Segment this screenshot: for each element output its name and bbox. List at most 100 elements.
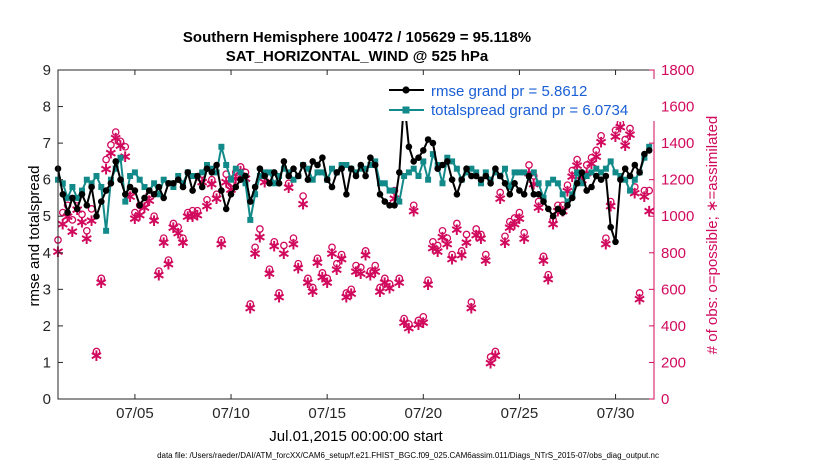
totalspread-point (69, 184, 76, 190)
obs-assimilated-marker: ∗ (632, 290, 646, 310)
totalspread-point (285, 169, 292, 176)
obs-assimilated-marker: ∗ (80, 229, 94, 249)
obs-assimilated-marker: ∗ (282, 178, 296, 198)
rmse-point (352, 172, 360, 180)
totalspread-point (516, 169, 523, 176)
obs-assimilated-marker: ∗ (435, 227, 449, 247)
totalspread-point (612, 169, 619, 176)
x-tick-label: 07/25 (501, 405, 539, 422)
rmse-point (424, 136, 432, 143)
y2-tick-label: 1800 (661, 62, 694, 79)
totalspread-point (449, 158, 456, 165)
chart-subtitle: SAT_HORIZONTAL_WIND @ 525 hPa (226, 48, 489, 65)
obs-possible-marker (371, 261, 380, 270)
rmse-point (309, 158, 317, 165)
rmse-point (299, 161, 307, 169)
y-tick-label: 1 (43, 354, 51, 371)
y2-axis-label: # of obs: o=possible; ∗=assimilated (704, 116, 721, 355)
obs-assimilated-marker: ∗ (330, 260, 344, 280)
obs-assimilated-marker: ∗ (358, 246, 372, 266)
obs-assimilated-marker: ∗ (253, 227, 267, 247)
obs-assimilated-marker: ∗ (450, 220, 464, 240)
rmse-point (492, 165, 499, 172)
rmse-point (405, 143, 413, 151)
obs-possible-marker (304, 274, 312, 283)
totalspread-point (627, 187, 633, 194)
obs-possible-marker (169, 219, 178, 228)
totalspread-point (631, 176, 638, 183)
rmse-point (117, 176, 124, 183)
rmse-point (376, 191, 384, 198)
y2-tick-label: 800 (661, 245, 686, 262)
rmse-point (530, 191, 538, 198)
rmse-point (160, 194, 167, 202)
totalspread-point (189, 173, 196, 179)
rmse-point (583, 187, 590, 194)
obs-possible-marker (280, 241, 288, 250)
obs-assimilated-marker: ∗ (445, 249, 459, 269)
rmse-point (386, 202, 393, 209)
obs-possible-marker (107, 141, 115, 149)
obs-possible-marker (621, 135, 630, 144)
obs-assimilated-marker: ∗ (128, 209, 142, 229)
totalspread-point (372, 158, 379, 165)
obs-possible-marker (68, 216, 77, 224)
y-tick-label: 5 (43, 208, 51, 225)
totalspread-point (242, 180, 249, 187)
totalspread-point (492, 169, 499, 176)
obs-assimilated-marker: ∗ (147, 211, 161, 231)
obs-possible-marker (159, 234, 168, 243)
rmse-point (343, 191, 350, 198)
obs-assimilated-marker: ∗ (152, 266, 166, 286)
totalspread-point (237, 169, 244, 176)
rmse-point (174, 176, 182, 183)
obs-possible-marker (376, 283, 384, 292)
rmse-point (444, 158, 451, 165)
obs-possible-marker (212, 190, 221, 199)
totalspread-point (223, 162, 230, 168)
obs-possible-marker (496, 188, 505, 197)
totalspread-point (554, 180, 561, 187)
obs-possible-marker (97, 274, 106, 283)
obs-assimilated-marker: ∗ (99, 160, 113, 180)
rmse-point (131, 187, 139, 194)
obs-possible-marker (481, 250, 490, 259)
totalspread-point (535, 180, 542, 187)
rmse-point (463, 165, 470, 172)
obs-possible-marker (626, 124, 634, 133)
obs-assimilated-marker: ∗ (56, 215, 70, 235)
obs-possible-marker (433, 241, 442, 250)
y-axis-ticks: 0 1 2 3 4 5 6 7 8 9 (43, 62, 63, 408)
footnote: data file: /Users/raeder/DAI/ATM_forcXX/… (157, 451, 659, 460)
totalspread-point (511, 169, 518, 176)
rmse-point (295, 172, 302, 180)
rmse-point (184, 169, 192, 176)
totalspread-point (607, 158, 614, 165)
totalspread-point (473, 169, 480, 176)
rmse-point (227, 191, 235, 198)
obs-assimilated-marker: ∗ (166, 218, 180, 238)
obs-assimilated-marker: ∗ (469, 226, 483, 246)
obs-assimilated-marker: ∗ (176, 233, 190, 253)
obs-assimilated-marker: ∗ (604, 196, 618, 216)
y-tick-label: 7 (43, 135, 51, 152)
obs-possible-marker (275, 289, 283, 297)
obs-possible-marker (82, 226, 91, 235)
obs-possible-marker (380, 274, 389, 283)
totalspread-point (593, 165, 600, 172)
obs-assimilated-marker: ∗ (243, 299, 257, 319)
obs-assimilated-marker: ∗ (349, 262, 363, 282)
obs-assimilated-marker: ∗ (637, 187, 651, 207)
obs-possible-marker (400, 314, 408, 323)
rmse-point (602, 172, 610, 180)
rmse-point (588, 183, 595, 191)
obs-possible-marker (332, 259, 341, 268)
rmse-point (545, 205, 552, 213)
rmse-point (328, 183, 336, 191)
obs-possible-marker (587, 153, 596, 162)
obs-possible-marker (597, 131, 605, 140)
totalspread-point (64, 194, 71, 201)
obs-possible-marker (188, 206, 197, 215)
obs-possible-marker (308, 283, 317, 292)
rmse-point (554, 205, 562, 213)
